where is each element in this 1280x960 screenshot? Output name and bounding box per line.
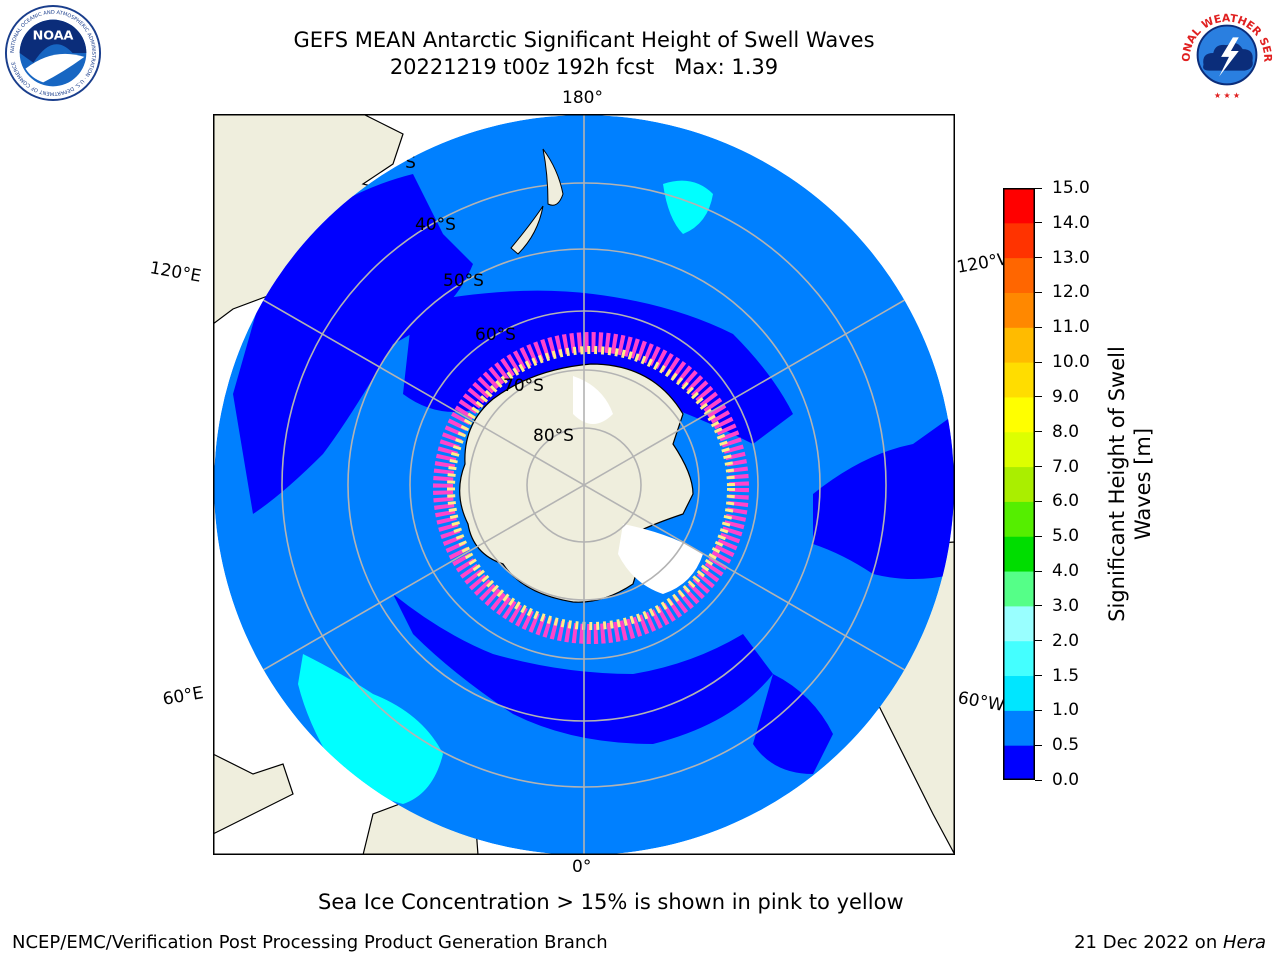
colorbar-tickmark: [1035, 431, 1042, 433]
colorbar-tick-label: 11.0: [1052, 317, 1090, 338]
footer-date: 21 Dec 2022 on Hera: [1074, 932, 1266, 953]
colorbar-tick-label: 14.0: [1052, 212, 1090, 233]
ross-ice-shelf: [573, 376, 613, 424]
plot-title-line2: 20221219 t00z 192h fcst Max: 1.39: [389, 55, 779, 79]
colorbar-tick-label: 13.0: [1052, 247, 1090, 268]
colorbar-tickmark: [1035, 535, 1042, 537]
lat-label-40s: 40°S: [415, 215, 456, 235]
colorbar-tickmark: [1035, 744, 1042, 746]
colorbar-tick-label: 4.0: [1052, 561, 1080, 582]
colorbar-segment: [1003, 536, 1035, 572]
colorbar-segment: [1003, 396, 1035, 433]
colorbar-tickmark: [1035, 605, 1042, 607]
colorbar-tickmark: [1035, 779, 1042, 781]
colorbar-segment: [1003, 745, 1035, 780]
new-zealand-landmass: [510, 205, 544, 255]
low-swell-region: [233, 174, 473, 514]
high-swell-region: [663, 180, 713, 234]
footer-machine: Hera: [1222, 932, 1266, 953]
lat-label-60s: 60°S: [475, 325, 516, 345]
colorbar-tickmark: [1035, 326, 1042, 328]
colorbar-segment: [1003, 466, 1035, 502]
colorbar-tickmark: [1035, 709, 1042, 711]
weddell-ice-shelf: [618, 524, 703, 594]
colorbar-segment: [1003, 222, 1035, 259]
footer-credit: NCEP/EMC/Verification Post Processing Pr…: [12, 932, 608, 953]
lat-label-80s: 80°S: [533, 426, 574, 446]
lon-label-180: 180°: [562, 88, 603, 108]
colorbar-tick-label: 5.0: [1052, 526, 1080, 547]
africa-landmass: [213, 753, 294, 835]
footer-date-text: 21 Dec 2022 on: [1074, 932, 1223, 953]
low-swell-region: [813, 414, 954, 579]
colorbar-tickmark: [1035, 187, 1042, 189]
lon-label-0: 0°: [572, 857, 592, 877]
lon-label-60w: 60°W: [956, 688, 1006, 717]
lat-label-50s: 50°S: [443, 271, 484, 291]
nws-logo-icon: NATIONAL WEATHER SERVICE ★ ★ ★: [1178, 4, 1274, 102]
colorbar-tickmark: [1035, 361, 1042, 363]
low-swell-region: [753, 674, 833, 774]
plot-title-line1: GEFS MEAN Antarctic Significant Height o…: [293, 28, 875, 52]
colorbar-tickmark: [1035, 222, 1042, 224]
lon-label-120e: 120°E: [148, 258, 203, 287]
colorbar-tick-label: 15.0: [1052, 178, 1090, 198]
colorbar-segment: [1003, 431, 1035, 468]
colorbar-segment: [1003, 362, 1035, 398]
lon-label-60e: 60°E: [161, 683, 205, 710]
colorbar-tickmark: [1035, 396, 1042, 398]
colorbar-tickmark: [1035, 466, 1042, 468]
sea-ice-ring: [433, 332, 749, 644]
noaa-logo-text: NOAA: [33, 28, 74, 43]
colorbar-segment: [1003, 675, 1035, 711]
polar-map: 30°S 40°S 50°S 60°S 70°S 80°S: [213, 114, 955, 855]
colorbar-tick-label: 7.0: [1052, 456, 1080, 477]
colorbar-segment: [1003, 710, 1035, 746]
colorbar-tick-label: 2.0: [1052, 630, 1080, 651]
colorbar-tickmark: [1035, 675, 1042, 677]
colorbar-segment: [1003, 188, 1035, 224]
colorbar-label: Significant Height of Swell Waves [m]: [1105, 346, 1155, 622]
new-zealand-landmass: [542, 148, 564, 206]
colorbar-segment: [1003, 257, 1035, 293]
colorbar-tick-label: 9.0: [1052, 386, 1080, 407]
lat-label-70s: 70°S: [503, 376, 544, 396]
colorbar-tickmark: [1035, 570, 1042, 572]
colorbar-tickmark: [1035, 640, 1042, 642]
colorbar-tick-label: 12.0: [1052, 282, 1090, 303]
colorbar-tick-label: 6.0: [1052, 491, 1080, 512]
colorbar-segment: [1003, 571, 1035, 607]
sea-ice-ring-inner: [447, 346, 735, 630]
high-swell-region: [298, 654, 443, 804]
colorbar-segment: [1003, 292, 1035, 328]
colorbar-tickmark: [1035, 257, 1042, 259]
colorbar: [1003, 188, 1035, 780]
low-swell-region: [393, 594, 773, 744]
colorbar-tick-label: 0.5: [1052, 735, 1080, 756]
colorbar-tick-label: 1.5: [1052, 665, 1080, 686]
colorbar-tick-label: 1.0: [1052, 700, 1080, 721]
svg-text:★ ★ ★: ★ ★ ★: [1214, 91, 1240, 100]
colorbar-segment: [1003, 327, 1035, 363]
colorbar-segment: [1003, 605, 1035, 642]
colorbar-tickmark: [1035, 500, 1042, 502]
colorbar-tick-label: 8.0: [1052, 421, 1080, 442]
sea-ice-note: Sea Ice Concentration > 15% is shown in …: [318, 890, 904, 914]
noaa-logo-icon: NOAA NATIONAL OCEANIC AND ATMOSPHERIC AD…: [4, 4, 102, 102]
colorbar-tick-label: 0.0: [1052, 770, 1080, 790]
colorbar-tick-label: 3.0: [1052, 595, 1080, 616]
colorbar-segment: [1003, 640, 1035, 677]
colorbar-tickmark: [1035, 291, 1042, 293]
colorbar-segment: [1003, 501, 1035, 537]
colorbar-tick-label: 10.0: [1052, 352, 1090, 373]
